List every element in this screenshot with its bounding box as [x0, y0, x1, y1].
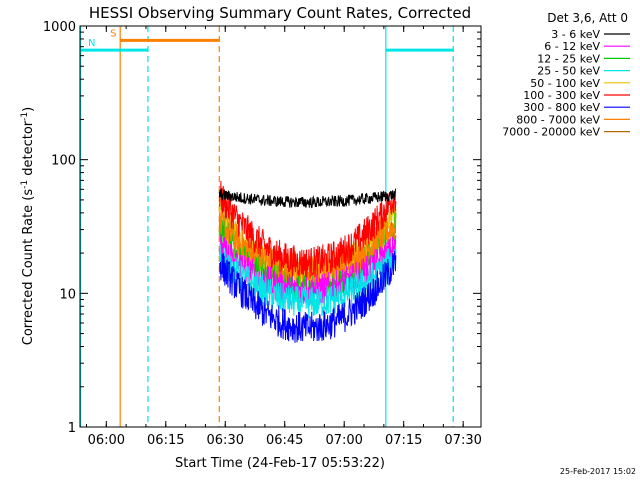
flag-bar-label-1: N [88, 38, 95, 49]
x-tick-label-4: 07:00 [325, 433, 362, 448]
x-tick-label-0: 06:00 [88, 433, 125, 448]
date-stamp: 25-Feb-2017 15:02 [560, 467, 636, 476]
series-line-5 [218, 180, 397, 279]
legend-label-0: 3 - 6 keV [551, 28, 600, 41]
plot-frame [79, 25, 482, 428]
y-axis-label-mid: detector [21, 120, 36, 180]
series-line-3 [218, 243, 397, 319]
chart-title: HESSI Observing Summary Count Rates, Cor… [89, 4, 471, 22]
y-tick-label-2: 100 [51, 154, 76, 169]
legend-title: Det 3,6, Att 0 [547, 11, 628, 25]
y-axis-label: Corrected Count Rate (s-1 detector-1) [20, 107, 36, 345]
y-axis-label-sup2: -1 [20, 112, 30, 121]
x-tick-label-3: 06:45 [266, 433, 303, 448]
x-tick-label-1: 06:15 [147, 433, 184, 448]
legend-label-2: 12 - 25 keV [537, 52, 600, 65]
legend-label-1: 6 - 12 keV [544, 40, 600, 53]
legend-label-4: 50 - 100 keV [530, 77, 600, 90]
x-tick-label-6: 07:30 [444, 433, 481, 448]
y-axis-label-end: ) [21, 107, 36, 112]
x-axis-label: Start Time (24-Feb-17 05:53:22) [175, 456, 385, 471]
series-line-6 [218, 251, 397, 343]
series-line-0 [218, 188, 397, 209]
x-tick-label-5: 07:15 [385, 433, 422, 448]
y-axis-label-sup1: -1 [20, 180, 30, 189]
plot-layer: SN [79, 26, 454, 427]
y-tick-label-3: 1000 [43, 20, 76, 35]
legend-label-7: 800 - 7000 keV [516, 113, 600, 126]
legend-label-6: 300 - 800 keV [523, 101, 600, 114]
y-axis-label-main: Corrected Count Rate (s [21, 189, 36, 346]
legend-label-5: 100 - 300 keV [523, 89, 600, 102]
axis-layer: 06:00 06:15 06:30 06:45 07:00 07:15 07:30 1 10 10… [43, 20, 482, 448]
y-tick-label-0: 1 [68, 421, 76, 436]
flag-bar-label-0: S [110, 28, 116, 39]
x-tick-label-2: 06:30 [207, 433, 244, 448]
legend-label-3: 25 - 50 keV [537, 65, 600, 78]
legend-label-8: 7000 - 20000 keV [502, 126, 600, 139]
y-tick-label-1: 10 [59, 287, 76, 302]
